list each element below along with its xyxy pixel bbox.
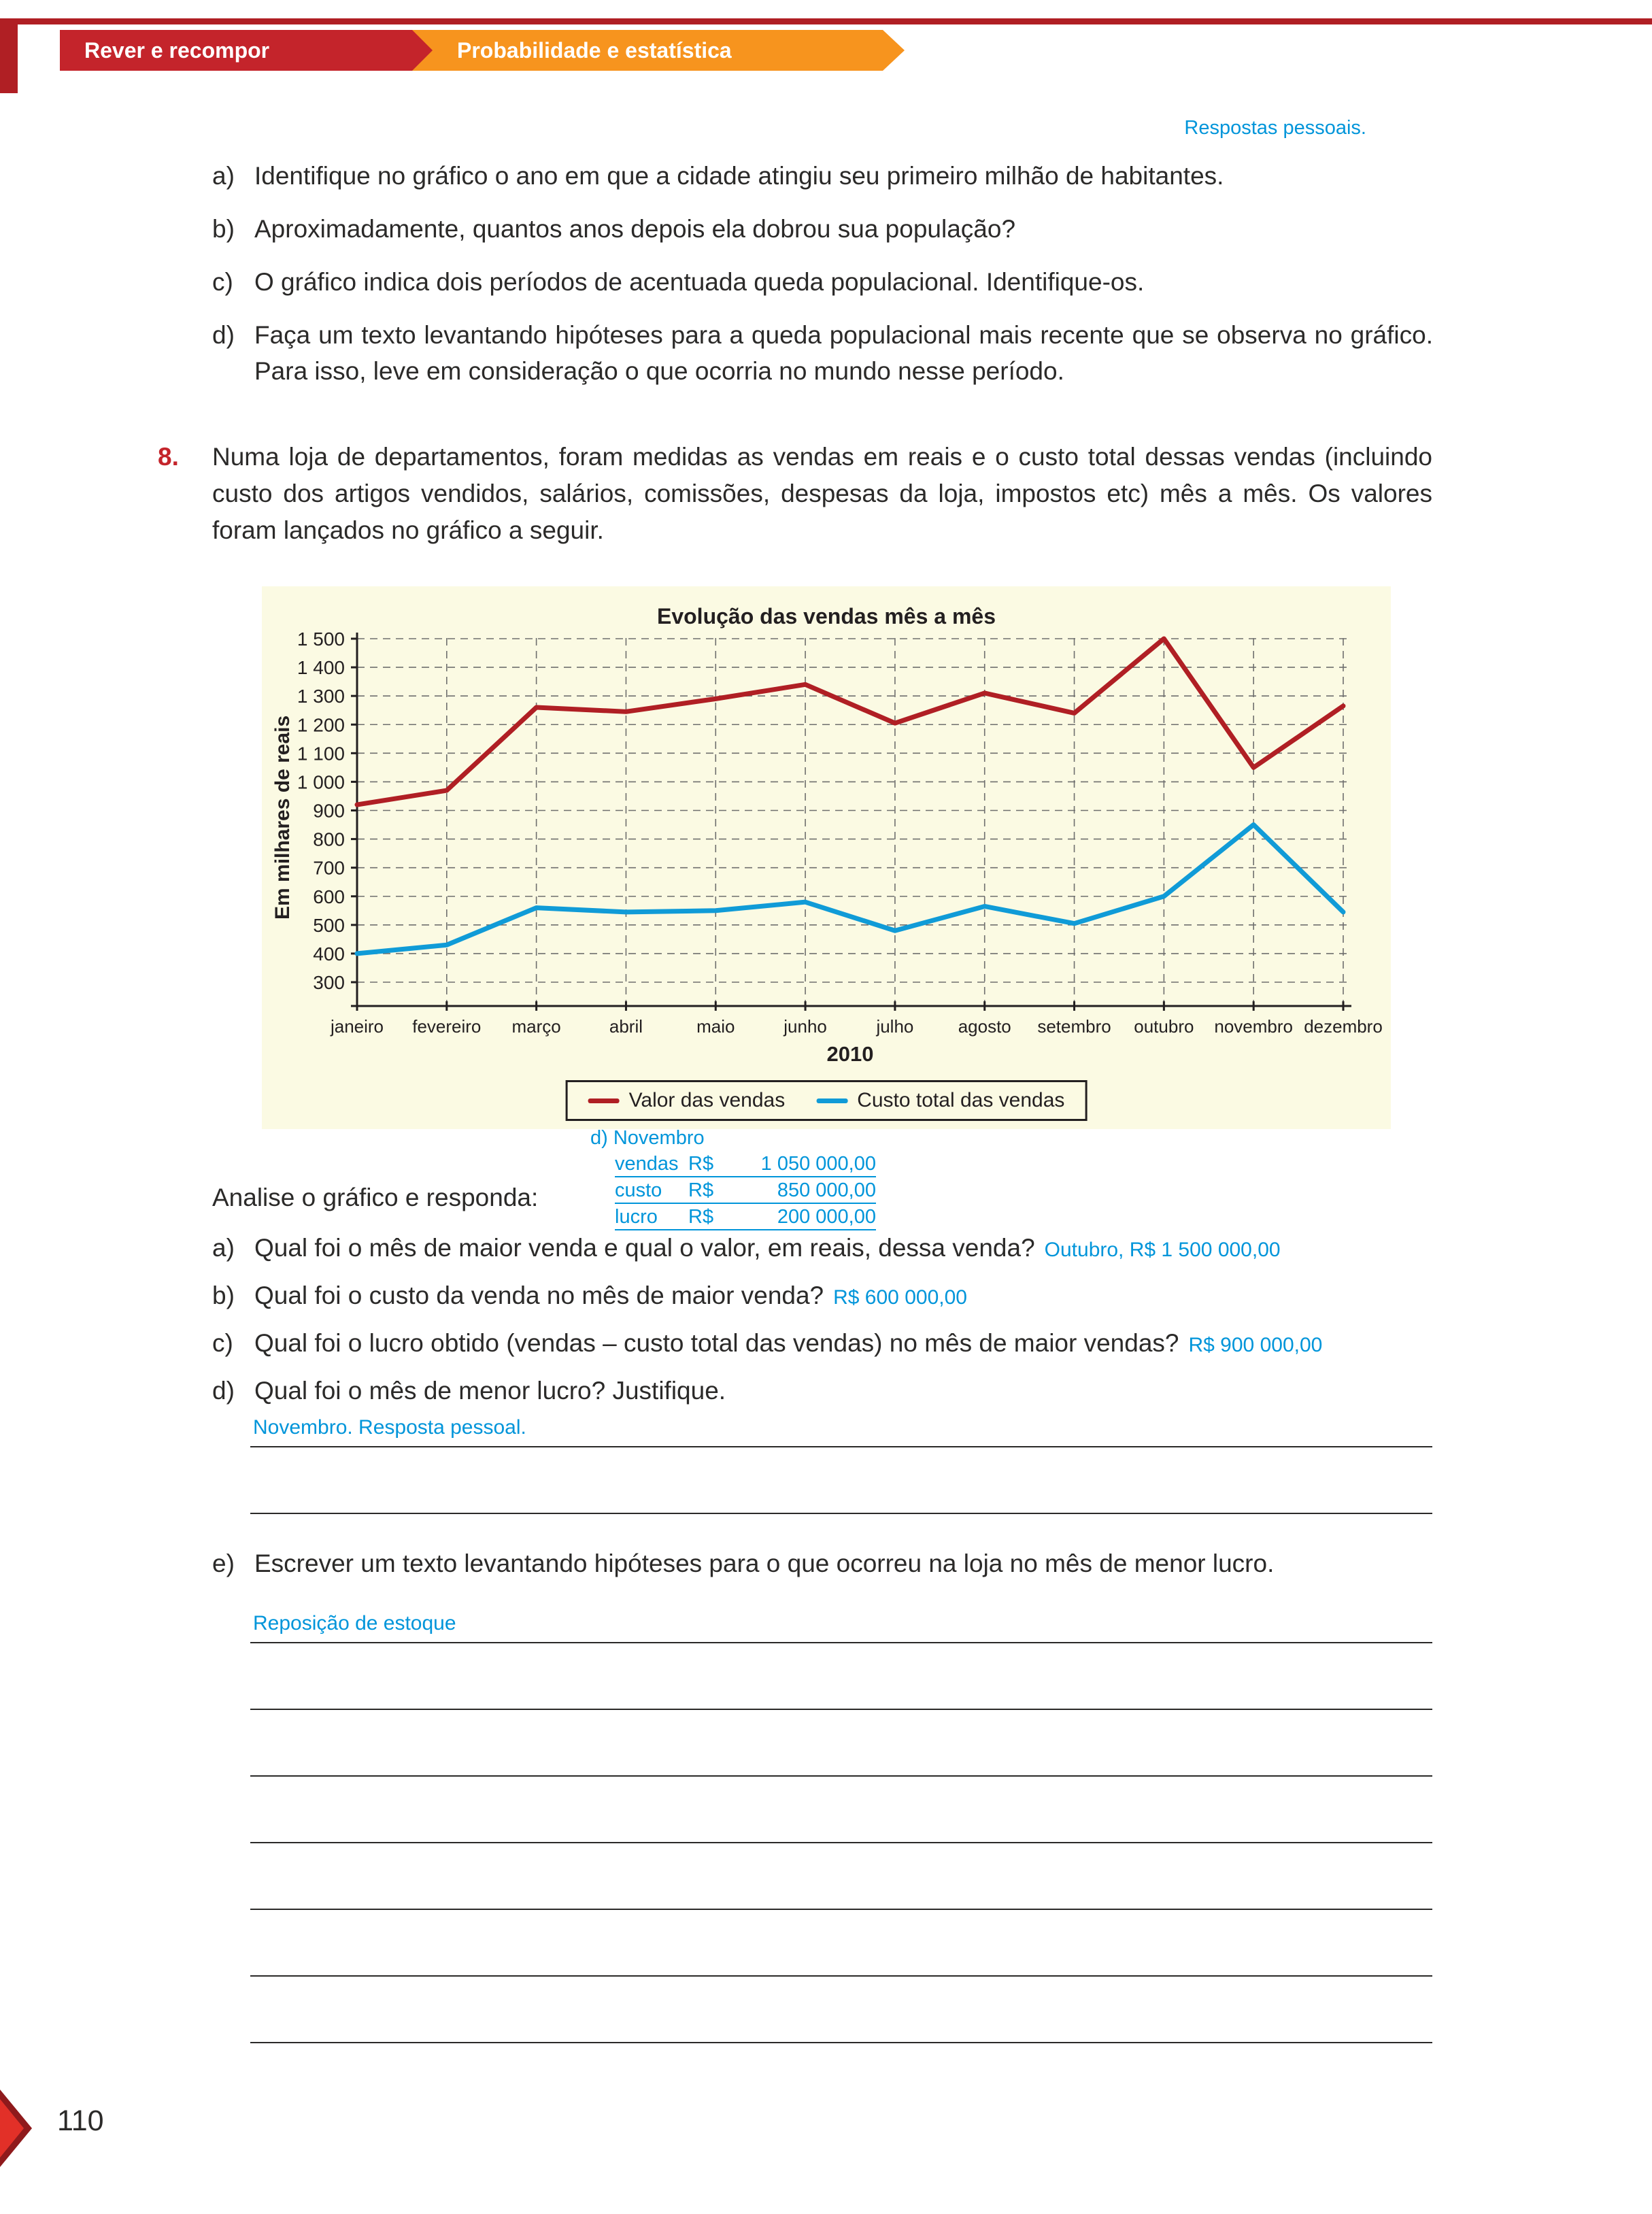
- question8-item-e: e) Escrever um texto levantando hipótese…: [212, 1545, 1433, 1581]
- item-text: Aproximadamente, quantos anos depois ela…: [254, 215, 1016, 243]
- top-border-rule: [0, 18, 1652, 24]
- item-text: Qual foi o custo da venda no mês de maio…: [254, 1281, 824, 1309]
- svg-text:900: 900: [313, 801, 345, 822]
- svg-text:novembro: novembro: [1214, 1016, 1293, 1037]
- svg-text:300: 300: [313, 972, 345, 993]
- section-banner: Rever e recompor: [60, 30, 433, 71]
- answer-line: [250, 1975, 1432, 1977]
- svg-text:1 400: 1 400: [297, 657, 345, 678]
- handwritten-answer-note: d) Novembro vendas R$ 1 050 000,00 custo…: [590, 1126, 876, 1230]
- note-row-lucro: lucro R$ 200 000,00: [615, 1204, 876, 1230]
- question-8: 8. Numa loja de departamentos, foram med…: [158, 439, 1432, 549]
- item-text: Qual foi o lucro obtido (vendas – custo …: [254, 1329, 1179, 1357]
- chart-plot: 300 400 500 600 700 800 900 1 000 1 100 1 200 1 30…: [297, 628, 1383, 1066]
- answer-line: [250, 1842, 1432, 1843]
- valor-vendas-line-swatch: [588, 1098, 620, 1103]
- item-letter: a): [212, 162, 235, 190]
- svg-text:600: 600: [313, 886, 345, 907]
- answer-line: [250, 1775, 1432, 1777]
- topic-banner: Probabilidade e estatística: [407, 30, 905, 71]
- answer-line: [250, 1513, 1432, 1514]
- note-title: d) Novembro: [590, 1127, 705, 1149]
- svg-text:1 100: 1 100: [297, 743, 345, 764]
- item-letter: b): [212, 1281, 235, 1309]
- answer-line: [250, 1709, 1432, 1710]
- item-letter: a): [212, 1234, 235, 1262]
- teacher-annotation: Respostas pessoais.: [1184, 117, 1366, 139]
- section-banner-label: Rever e recompor: [84, 37, 270, 63]
- svg-text:dezembro: dezembro: [1304, 1016, 1383, 1037]
- item-letter: d): [212, 1377, 235, 1405]
- svg-text:1 200: 1 200: [297, 714, 345, 735]
- svg-text:janeiro: janeiro: [330, 1016, 384, 1037]
- question8-item-a: a) Qual foi o mês de maior venda e qual …: [212, 1230, 1433, 1268]
- item-text: O gráfico indica dois períodos de acentu…: [254, 268, 1145, 296]
- page-arrow-icon-inner: [0, 2099, 24, 2158]
- svg-text:junho: junho: [783, 1016, 827, 1037]
- item-text: Qual foi o mês de maior venda e qual o v…: [254, 1234, 1035, 1262]
- page-number: 110: [57, 2104, 104, 2137]
- legend-item-custo-total: Custo total das vendas: [816, 1089, 1064, 1112]
- answer-text: R$ 900 000,00: [1188, 1334, 1323, 1356]
- question8-item-b: b) Qual foi o custo da venda no mês de m…: [212, 1277, 1433, 1315]
- item-text: Faça um texto levantando hipóteses para …: [254, 321, 1433, 385]
- item-text: Qual foi o mês de menor lucro? Justifiqu…: [254, 1377, 726, 1405]
- question8-item-c: c) Qual foi o lucro obtido (vendas – cus…: [212, 1325, 1433, 1363]
- svg-text:outubro: outubro: [1134, 1016, 1194, 1037]
- item-text: Escrever um texto levantando hipóteses p…: [254, 1549, 1275, 1577]
- svg-text:agosto: agosto: [958, 1016, 1011, 1037]
- note-row-vendas: vendas R$ 1 050 000,00: [615, 1151, 876, 1177]
- analyse-prompt: Analise o gráfico e responda:: [212, 1184, 539, 1211]
- svg-text:800: 800: [313, 829, 345, 850]
- question7-item-a: a) Identifique no gráfico o ano em que a…: [212, 158, 1433, 194]
- question7-item-d: d) Faça um texto levantando hipóteses pa…: [212, 317, 1433, 389]
- note-row-custo: custo R$ 850 000,00: [615, 1177, 876, 1204]
- answer-line: [250, 1446, 1432, 1447]
- chart-legend: Valor das vendas Custo total das vendas: [565, 1080, 1088, 1121]
- item-text: Identifique no gráfico o ano em que a ci…: [254, 162, 1224, 190]
- svg-text:1 000: 1 000: [297, 771, 345, 792]
- svg-text:março: março: [512, 1016, 561, 1037]
- svg-text:1 300: 1 300: [297, 686, 345, 707]
- svg-text:fevereiro: fevereiro: [412, 1016, 481, 1037]
- question8-item-d: d) Qual foi o mês de menor lucro? Justif…: [212, 1373, 1433, 1409]
- svg-text:500: 500: [313, 915, 345, 936]
- answer-text: Outubro, R$ 1 500 000,00: [1044, 1239, 1281, 1261]
- sales-chart: Evolução das vendas mês a mês Em milhare…: [262, 586, 1391, 1129]
- custo-total-line-swatch: [816, 1098, 848, 1103]
- question7-item-c: c) O gráfico indica dois períodos de ace…: [212, 264, 1433, 300]
- legend-label: Valor das vendas: [628, 1089, 786, 1111]
- svg-text:700: 700: [313, 858, 345, 879]
- question-number: 8.: [158, 443, 179, 471]
- chart-title: Evolução das vendas mês a mês: [656, 604, 996, 628]
- answer-line: [250, 1642, 1432, 1643]
- item-letter: b): [212, 215, 235, 243]
- answer-line: [250, 2042, 1432, 2043]
- svg-text:setembro: setembro: [1037, 1016, 1111, 1037]
- question7-item-b: b) Aproximadamente, quantos anos depois …: [212, 211, 1433, 247]
- item-letter: c): [212, 1329, 233, 1357]
- svg-text:1 500: 1 500: [297, 628, 345, 650]
- legend-item-valor-vendas: Valor das vendas: [588, 1089, 786, 1112]
- svg-text:julho: julho: [875, 1016, 913, 1037]
- answer-line: [250, 1909, 1432, 1910]
- svg-text:400: 400: [313, 943, 345, 965]
- question-statement: Numa loja de departamentos, foram medida…: [212, 443, 1432, 544]
- answer-text: Novembro. Resposta pessoal.: [253, 1416, 526, 1439]
- svg-text:2010: 2010: [827, 1042, 874, 1066]
- svg-text:abril: abril: [609, 1016, 643, 1037]
- left-border-strip: [0, 18, 18, 93]
- item-letter: c): [212, 268, 233, 296]
- svg-text:maio: maio: [696, 1016, 735, 1037]
- item-letter: d): [212, 321, 235, 349]
- answer-text: Reposição de estoque: [253, 1612, 456, 1634]
- topic-banner-label: Probabilidade e estatística: [457, 37, 732, 63]
- legend-label: Custo total das vendas: [857, 1089, 1065, 1111]
- answer-text: R$ 600 000,00: [833, 1286, 967, 1309]
- item-letter: e): [212, 1549, 235, 1577]
